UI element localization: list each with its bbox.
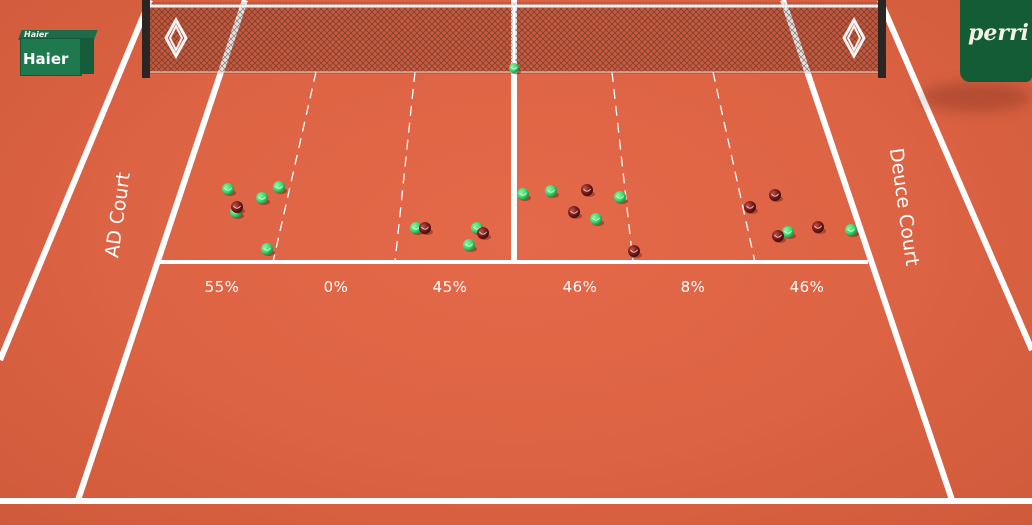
ball-out-marker [769, 189, 783, 202]
zone-percentage-6: 46% [789, 278, 825, 296]
ball-in-marker [545, 185, 559, 198]
net-logo-right [842, 16, 866, 60]
ball-in-marker [517, 188, 531, 201]
zone-dividers [272, 71, 756, 263]
ball-markers [222, 63, 859, 258]
ball-in-marker [782, 226, 796, 239]
ball-in-marker [261, 243, 275, 256]
zone-percentage-4: 46% [562, 278, 598, 296]
sponsor-small-text: Haier [24, 30, 49, 39]
ball-in-marker [463, 239, 477, 252]
ball-out-marker [477, 227, 491, 240]
singles-sideline-right [780, 0, 955, 501]
net [142, 0, 886, 78]
ball-in-marker [845, 224, 859, 237]
ball-in-marker [614, 191, 628, 204]
ball-in-marker [273, 181, 287, 194]
ball-out-marker [628, 245, 642, 258]
zone-percentage-5: 8% [680, 278, 706, 296]
singles-sideline-left [75, 0, 248, 501]
zone-percentage-3: 45% [432, 278, 468, 296]
ball-out-marker [581, 184, 595, 197]
ball-in-marker [222, 183, 236, 196]
ball-in-marker [590, 213, 604, 226]
ball-out-marker [744, 201, 758, 214]
court-lines [0, 0, 1032, 504]
ball-out-marker [812, 221, 826, 234]
ball-out-marker [231, 201, 245, 214]
ball-out-marker [419, 222, 433, 235]
doubles-sideline-left [0, 0, 153, 362]
doubles-sideline-right [877, 0, 1032, 352]
sponsor-bottle: perri [920, 0, 1032, 112]
ball-out-marker [568, 206, 582, 219]
sponsor-big-text: Haier [23, 50, 69, 68]
bottle-text: perri [968, 20, 1029, 46]
zone-percentage-2: 0% [323, 278, 349, 296]
ball-in-marker [256, 192, 270, 205]
sponsor-box-left: Haier Haier [18, 30, 98, 76]
zone-percentage-1: 55% [204, 278, 240, 296]
ball-out-marker [772, 230, 786, 243]
ball-in-marker [509, 63, 521, 75]
net-logo-left [164, 16, 188, 60]
